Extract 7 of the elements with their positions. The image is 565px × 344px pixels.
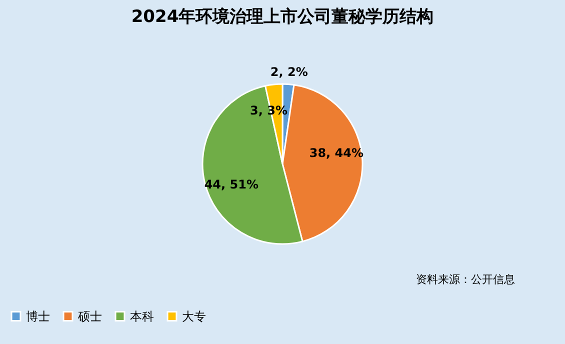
legend-label: 大专 xyxy=(182,309,206,324)
legend-label: 硕士 xyxy=(77,309,102,324)
chart-title: 2024年环境治理上市公司董秘学历结构 xyxy=(131,7,434,27)
legend-label: 本科 xyxy=(130,309,154,324)
data-label: 2, 2% xyxy=(270,65,308,80)
legend-label: 博士 xyxy=(26,309,50,324)
text: 资料来源：公开信息 xyxy=(416,273,515,286)
